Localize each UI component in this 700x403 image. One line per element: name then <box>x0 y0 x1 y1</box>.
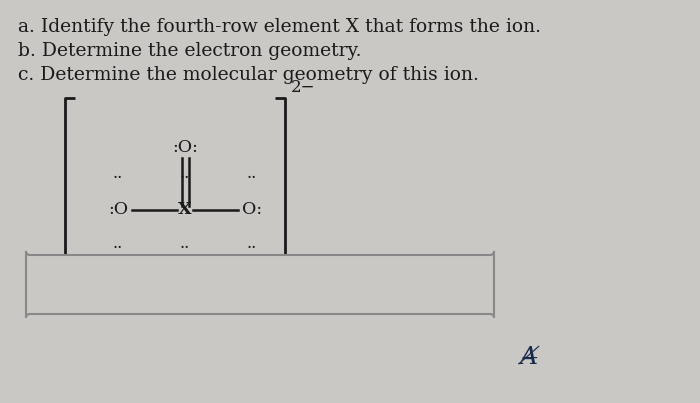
Text: A̸̶: A̸̶ <box>521 347 539 370</box>
Text: ··: ·· <box>113 170 123 187</box>
Text: c. Determine the molecular geometry of this ion.: c. Determine the molecular geometry of t… <box>18 66 479 84</box>
Text: :O:: :O: <box>172 139 198 156</box>
Text: O:: O: <box>242 202 262 218</box>
FancyBboxPatch shape <box>26 251 494 318</box>
Text: ··: ·· <box>247 170 257 187</box>
Text: ··: ·· <box>180 170 190 187</box>
Text: ··: ·· <box>247 239 257 256</box>
Text: :O: :O <box>108 202 128 218</box>
Text: X: X <box>178 202 192 218</box>
Text: ··: ·· <box>180 239 190 256</box>
Text: b. Determine the electron geometry.: b. Determine the electron geometry. <box>18 42 361 60</box>
Text: ··: ·· <box>113 239 123 256</box>
Text: a. Identify the fourth-row element X that forms the ion.: a. Identify the fourth-row element X tha… <box>18 18 541 36</box>
Text: 2−: 2− <box>291 79 316 96</box>
